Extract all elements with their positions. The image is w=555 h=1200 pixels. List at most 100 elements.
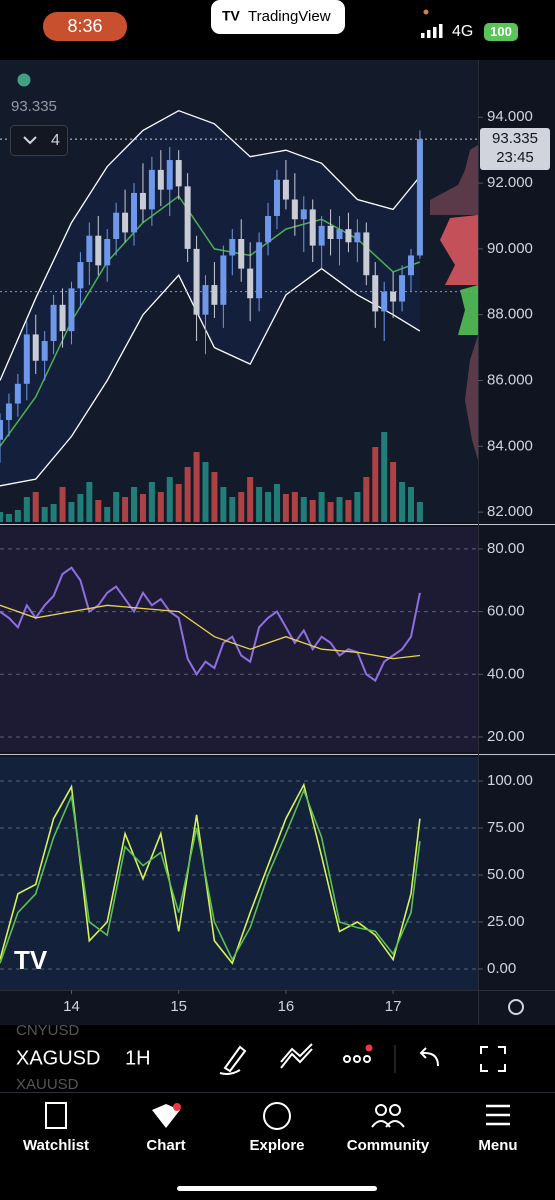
explore-icon[interactable] — [263, 1102, 291, 1130]
nav-item[interactable]: Menu — [478, 1137, 517, 1154]
band-lower — [0, 267, 421, 487]
interval[interactable]: 1H — [125, 1047, 151, 1069]
stoch-line — [0, 782, 421, 965]
candle-body — [113, 212, 120, 240]
app-banner — [211, 0, 345, 34]
volume-bar — [247, 477, 254, 522]
indicators-toggle[interactable] — [10, 125, 68, 156]
chart-icon[interactable] — [152, 1104, 180, 1128]
y-tick-label: 84.000 — [487, 437, 533, 454]
y-tick-label: 86.000 — [487, 371, 533, 388]
volume-bar — [68, 502, 75, 522]
volume-bar — [416, 502, 423, 522]
badge — [173, 1103, 181, 1111]
candle-body — [256, 242, 263, 299]
draw-icon[interactable] — [219, 1045, 247, 1075]
rsi-panel — [0, 527, 478, 752]
candle-body — [309, 209, 316, 246]
nav-item[interactable]: Watchlist — [23, 1137, 89, 1154]
y-tick-label: 40.00 — [487, 665, 525, 682]
volume-bar — [372, 447, 379, 522]
volume-bar — [139, 494, 146, 522]
more-icon[interactable] — [343, 1055, 371, 1063]
volume-bar — [336, 497, 343, 522]
candle-body — [104, 239, 111, 266]
price-label: 93.335 — [492, 130, 538, 147]
indicators-icon[interactable] — [280, 1043, 313, 1069]
menu-icon[interactable] — [486, 1104, 510, 1126]
candle-body — [229, 239, 236, 256]
volume-bar — [59, 487, 66, 522]
ghost-symbol: CNYUSD — [16, 1022, 80, 1039]
candle-body — [175, 160, 182, 187]
y-tick-label: 60.00 — [487, 603, 525, 620]
price-panel — [0, 60, 478, 522]
countdown: 23:45 — [496, 149, 534, 166]
candle-body — [50, 304, 57, 342]
candle-body — [202, 285, 209, 315]
community-icon[interactable] — [371, 1104, 405, 1128]
band-upper — [0, 109, 421, 381]
candle-body — [220, 255, 227, 305]
volume-bar — [166, 477, 173, 522]
candle-body — [0, 419, 3, 440]
app-name: TradingView — [248, 8, 331, 25]
status-dot — [17, 73, 31, 87]
candle-body — [95, 235, 102, 266]
volume-bar — [32, 492, 39, 522]
volume-bar — [381, 432, 388, 522]
candle-body — [363, 232, 370, 276]
volume-bar — [184, 467, 191, 522]
x-tick-label: 17 — [385, 998, 402, 1015]
app-logo: TV — [222, 8, 241, 24]
volume-bar — [104, 507, 111, 522]
candle-body — [247, 268, 254, 299]
watchlist-icon[interactable] — [45, 1102, 67, 1129]
candle-body — [184, 186, 191, 249]
candle-body — [131, 192, 138, 233]
candle-body — [68, 288, 75, 332]
network: 4G — [452, 23, 473, 40]
volume-bar — [23, 497, 30, 522]
volume-profile — [465, 335, 478, 460]
x-tick-label: 16 — [278, 998, 295, 1015]
y-tick-label: 75.00 — [487, 819, 525, 836]
candle-body — [273, 179, 280, 216]
y-tick-label: 20.00 — [487, 728, 525, 745]
candle-body — [345, 229, 352, 243]
candle-body — [336, 229, 343, 240]
volume-bar — [327, 502, 334, 522]
y-tick-label: 80.00 — [487, 540, 525, 557]
candle-body — [77, 262, 84, 289]
candle-body — [238, 239, 245, 269]
settings-icon[interactable] — [508, 999, 524, 1015]
rsi-line — [0, 566, 421, 683]
candle-body — [41, 341, 48, 361]
volume-bar — [238, 492, 245, 522]
volume-bar — [41, 507, 48, 522]
y-tick-label: 92.000 — [487, 174, 533, 191]
fullscreen-icon[interactable] — [480, 1046, 506, 1072]
nav-item[interactable]: Community — [347, 1137, 430, 1154]
symbol[interactable]: XAGUSD — [16, 1047, 100, 1069]
undo-icon[interactable] — [419, 1047, 439, 1067]
volume-bar — [220, 487, 227, 522]
volume-bar — [202, 462, 209, 522]
nav-item[interactable]: Explore — [249, 1137, 304, 1154]
volume-bar — [318, 492, 325, 522]
volume-bar — [291, 492, 298, 522]
nav-bar — [0, 1092, 555, 1200]
candle-body — [372, 275, 379, 312]
candle-body — [166, 160, 173, 190]
nav-item[interactable]: Chart — [146, 1137, 185, 1154]
volume-bar — [399, 482, 406, 522]
volume-bar — [300, 497, 307, 522]
volume-bar — [95, 500, 102, 522]
price-label-box — [480, 128, 550, 170]
volume-bar — [86, 482, 93, 522]
candle-body — [5, 403, 12, 420]
rsi-ma — [0, 604, 420, 660]
legend-price: 93.335 — [11, 98, 57, 115]
